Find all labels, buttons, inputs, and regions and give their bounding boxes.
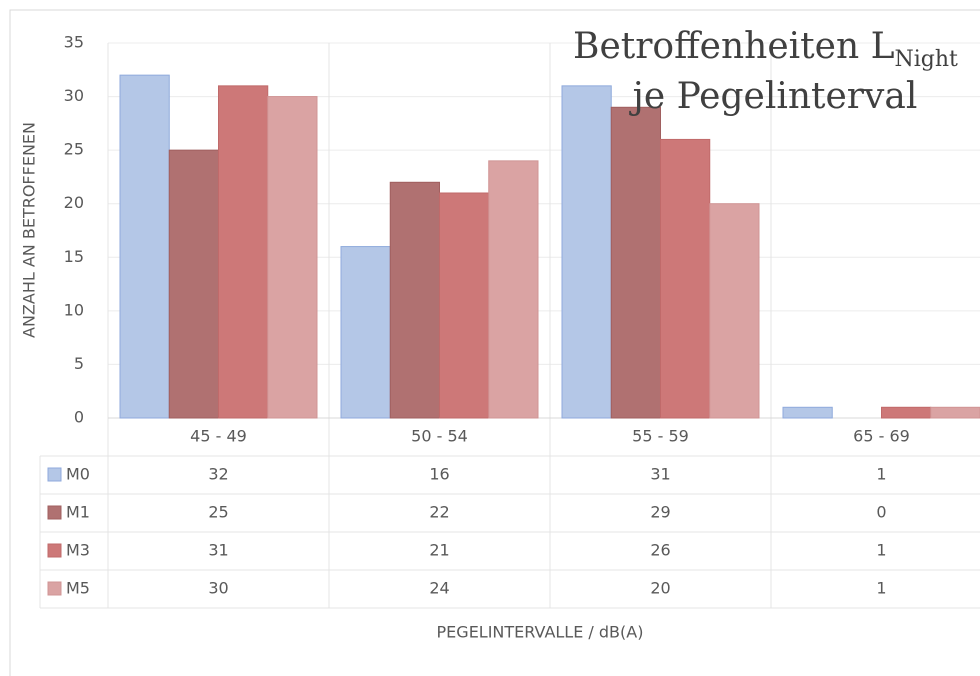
x-tick-label: 55 - 59 [632,427,689,446]
chart-title-main: Betroffenheiten L [573,26,895,67]
x-tick-label: 45 - 49 [190,427,247,446]
chart-title-line2: je Pegelinterval [629,76,918,117]
table-value: 22 [429,503,449,522]
y-tick-label: 25 [64,140,84,159]
bar [610,106,661,419]
bar [488,160,539,419]
legend-label: M1 [66,503,90,522]
table-value: 31 [208,541,228,560]
table-value: 32 [208,465,228,484]
y-tick-label: 30 [64,86,84,105]
y-tick-label: 5 [74,354,84,373]
legend-swatch [47,505,62,520]
bar [119,74,170,419]
legend-swatch [47,543,62,558]
bar [881,406,932,419]
bar [340,246,391,419]
chart-title: Betroffenheiten LNight [573,26,958,72]
legend-swatch [47,581,62,596]
table-value: 31 [650,465,670,484]
table-value: 20 [650,579,670,598]
y-tick-label: 0 [74,408,84,427]
x-tick-label: 65 - 69 [853,427,910,446]
bar [561,85,612,419]
table-value: 1 [876,579,886,598]
chart-title-subscript: Night [895,47,959,72]
table-value: 16 [429,465,449,484]
bar [782,406,833,419]
bar [439,192,490,419]
bar [218,85,269,419]
x-tick-label: 50 - 54 [411,427,468,446]
chart-frame [9,9,980,676]
bar [168,149,219,419]
legend-label: M5 [66,579,90,598]
legend-swatch [47,467,62,482]
bar [389,181,440,419]
bar [267,96,318,419]
y-tick-label: 15 [64,247,84,266]
table-value: 0 [876,503,886,522]
x-axis-label: PEGELINTERVALLE / dB(A) [437,623,644,642]
table-value: 26 [650,541,670,560]
chart-title-line2-text: je Pegelinterval [629,76,918,117]
table-value: 24 [429,579,449,598]
table-value: 21 [429,541,449,560]
y-tick-label: 20 [64,193,84,212]
legend-label: M3 [66,541,90,560]
legend-label: M0 [66,465,90,484]
y-tick-label: 35 [64,33,84,52]
y-tick-label: 10 [64,300,84,319]
bar [930,406,980,419]
table-value: 29 [650,503,670,522]
bar [660,138,711,419]
table-value: 30 [208,579,228,598]
table-value: 1 [876,465,886,484]
bar [709,203,760,419]
y-axis-label: ANZAHL AN BETROFFENEN [20,122,39,338]
table-value: 1 [876,541,886,560]
table-value: 25 [208,503,228,522]
